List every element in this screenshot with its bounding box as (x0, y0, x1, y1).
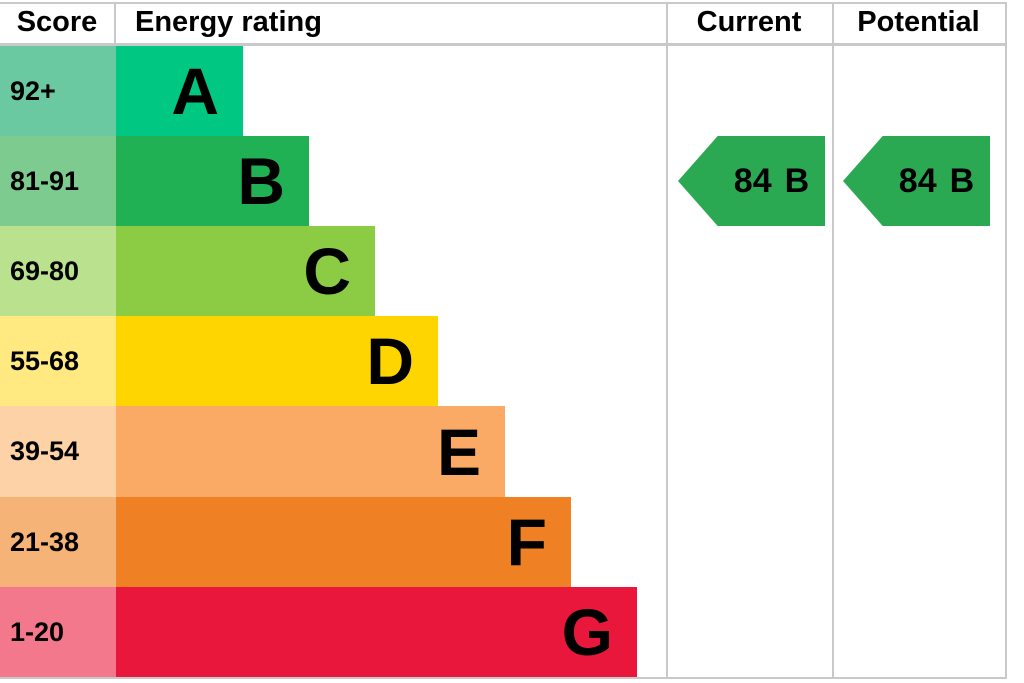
band-rating-bar: G (116, 587, 637, 677)
potential-rating-arrow: 84 B (843, 136, 990, 226)
current-rating-arrow: 84 B (678, 136, 825, 226)
potential-rating-band: B (949, 162, 975, 200)
band-letter: D (366, 324, 414, 398)
band-letter: A (171, 54, 219, 128)
band-row: 69-80 C (0, 226, 375, 316)
band-row: 81-91 B (0, 136, 309, 226)
band-score-cell: 55-68 (0, 316, 116, 406)
potential-column-header: Potential (857, 6, 980, 38)
band-row: 55-68 D (0, 316, 438, 406)
band-letter: F (506, 505, 547, 579)
band-rating-bar: A (116, 46, 243, 136)
band-letter: C (303, 234, 351, 308)
band-letter: B (237, 144, 285, 218)
energy-rating-column-header: Energy rating (135, 6, 322, 38)
band-rating-bar: D (116, 316, 438, 406)
current-rating-value: 84 (733, 162, 772, 200)
band-rating-bar: C (116, 226, 375, 316)
table-right-border (1005, 2, 1007, 679)
band-score-cell: 21-38 (0, 497, 116, 587)
band-score-cell: 1-20 (0, 587, 116, 677)
band-rating-bar: B (116, 136, 309, 226)
band-score-cell: 69-80 (0, 226, 116, 316)
band-rating-bar: E (116, 406, 505, 497)
band-letter: G (561, 595, 613, 669)
header-bottom-border (0, 43, 1007, 46)
band-score-cell: 81-91 (0, 136, 116, 226)
band-score-cell: 39-54 (0, 406, 116, 497)
potential-column-separator (832, 2, 834, 679)
potential-rating-value: 84 (898, 162, 937, 200)
band-rating-bar: F (116, 497, 571, 587)
band-letter: E (436, 414, 481, 489)
band-row: 92+ A (0, 46, 243, 136)
score-column-separator (114, 2, 116, 43)
current-rating-band: B (784, 162, 810, 200)
current-column-separator (666, 2, 668, 679)
score-column-header: Score (16, 6, 98, 38)
band-score-cell: 92+ (0, 46, 116, 136)
table-bottom-border (0, 677, 1007, 679)
table-top-border (0, 2, 1007, 4)
band-row: 39-54 E (0, 406, 505, 497)
band-row: 21-38 F (0, 497, 571, 587)
current-column-header: Current (696, 6, 802, 38)
band-row: 1-20 G (0, 587, 637, 677)
